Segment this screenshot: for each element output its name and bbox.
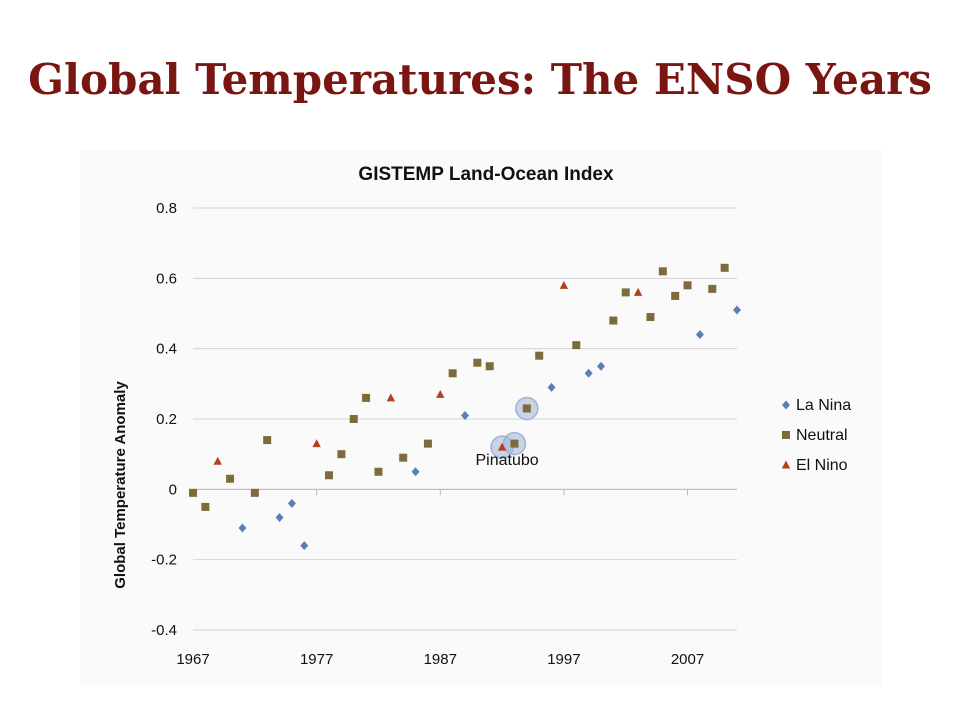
neutral-point xyxy=(473,358,482,367)
slide-title: Global Temperatures: The ENSO Years xyxy=(28,55,932,104)
y-tick-label: -0.4 xyxy=(151,622,177,639)
x-tick-label: 1967 xyxy=(176,651,209,668)
el-nino-point xyxy=(312,439,321,448)
neutral-point xyxy=(263,436,272,445)
neutral-point xyxy=(621,288,630,297)
neutral-point xyxy=(683,281,692,290)
neutral-point xyxy=(646,313,655,322)
x-tick-label: 1997 xyxy=(547,651,580,668)
la-nina-point xyxy=(300,541,309,551)
x-tick-label: 1987 xyxy=(424,651,457,668)
la-nina-point xyxy=(238,523,247,533)
legend-la-nina-marker xyxy=(782,400,790,410)
neutral-point xyxy=(720,263,729,272)
el-nino-point xyxy=(436,389,445,398)
neutral-point xyxy=(609,316,618,325)
neutral-point xyxy=(337,450,346,459)
neutral-point xyxy=(250,488,259,497)
neutral-point xyxy=(448,369,457,378)
neutral-point xyxy=(362,393,371,402)
la-nina-point xyxy=(584,368,593,378)
neutral-point xyxy=(671,291,680,300)
neutral-point xyxy=(510,439,519,448)
tick-layer: -0.4 -0.2 0 0.2 0.4 0.6 0.8 1967 1977 1987 1997 200… xyxy=(151,200,704,668)
legend-neutral-marker xyxy=(782,431,790,439)
grid-layer xyxy=(192,207,737,631)
legend: La Nina Neutral El Nino xyxy=(781,397,851,474)
neutral-point xyxy=(399,453,408,462)
neutral-point xyxy=(485,362,494,371)
legend-el-nino-marker xyxy=(781,460,791,469)
x-tick-label: 1977 xyxy=(300,651,333,668)
neutral-point xyxy=(189,488,197,497)
la-nina-point xyxy=(733,305,741,315)
point-layer xyxy=(189,263,741,551)
neutral-point xyxy=(201,502,210,511)
neutral-point xyxy=(374,467,383,476)
y-axis-label: Global Temperature Anomaly xyxy=(112,381,129,589)
neutral-point xyxy=(226,474,235,483)
el-nino-point xyxy=(497,442,507,451)
y-tick-label: 0 xyxy=(169,481,177,498)
neutral-point xyxy=(325,471,333,480)
la-nina-point xyxy=(547,382,556,392)
neutral-point xyxy=(535,351,544,360)
la-nina-point xyxy=(411,467,420,477)
legend-neutral-label: Neutral xyxy=(796,427,848,444)
el-nino-point xyxy=(386,393,396,402)
y-tick-label: 0.2 xyxy=(156,411,177,428)
neutral-point xyxy=(522,404,531,413)
y-tick-label: -0.2 xyxy=(151,552,177,569)
el-nino-point xyxy=(633,287,643,296)
y-tick-label: 0.4 xyxy=(156,341,177,358)
la-nina-point xyxy=(695,330,704,340)
neutral-point xyxy=(349,415,358,423)
y-tick-label: 0.6 xyxy=(156,270,177,287)
el-nino-point xyxy=(559,280,569,289)
scatter-chart: GISTEMP Land-Ocean Index Global Temperat… xyxy=(112,164,851,668)
legend-el-nino-label: El Nino xyxy=(796,457,848,474)
annotation-layer: Pinatubo xyxy=(476,452,539,469)
y-tick-label: 0.8 xyxy=(156,200,177,217)
chart-title: GISTEMP Land-Ocean Index xyxy=(358,164,614,185)
neutral-point xyxy=(423,439,432,448)
neutral-point xyxy=(658,267,667,276)
annotation-label: Pinatubo xyxy=(476,452,539,469)
el-nino-point xyxy=(213,456,222,465)
la-nina-point xyxy=(461,410,469,420)
chart-panel: GISTEMP Land-Ocean Index Global Temperat… xyxy=(80,150,882,685)
x-tick-label: 2007 xyxy=(671,651,704,668)
la-nina-point xyxy=(287,498,296,508)
neutral-point xyxy=(572,341,581,350)
neutral-point xyxy=(708,284,717,293)
legend-la-nina-label: La Nina xyxy=(796,397,851,414)
la-nina-point xyxy=(597,361,605,371)
la-nina-point xyxy=(275,512,284,522)
